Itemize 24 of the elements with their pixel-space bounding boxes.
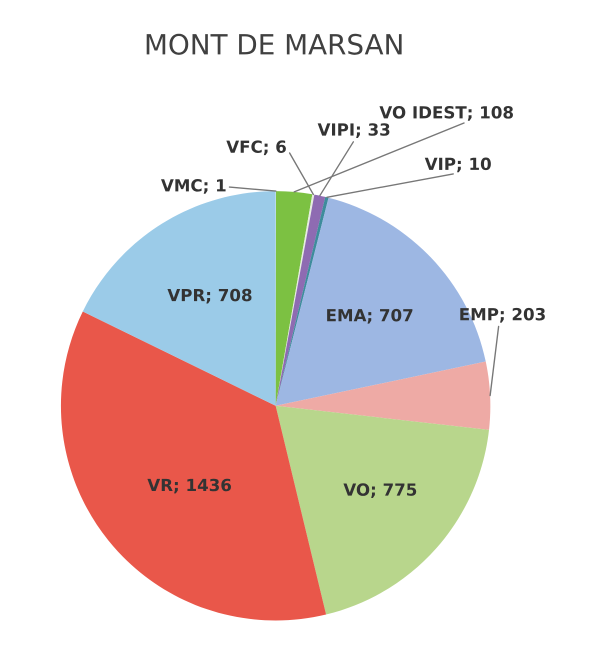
slice-label: VMC bbox=[161, 179, 202, 192]
slice-label: VO IDEST bbox=[379, 106, 467, 119]
pie-slice bbox=[276, 406, 490, 615]
slice-label: VO bbox=[343, 483, 370, 496]
data-label: ; 6 bbox=[264, 140, 286, 156]
slice-label: VPR bbox=[167, 288, 205, 302]
slice-label: EMP bbox=[460, 308, 498, 320]
data-label: ; 1 bbox=[204, 179, 226, 194]
data-label: ; 775 bbox=[371, 483, 416, 498]
data-label: ; 1436 bbox=[174, 478, 231, 494]
pie-slice bbox=[60, 311, 326, 621]
chart-title: MONT DE MARSAN bbox=[146, 34, 402, 55]
data-label: ; 33 bbox=[356, 123, 390, 138]
slice-label: VR bbox=[147, 478, 173, 492]
slice-label: VIP bbox=[424, 158, 456, 170]
data-label: ; 203 bbox=[500, 308, 545, 323]
pie-slice bbox=[276, 362, 490, 430]
slice-label: VFC bbox=[226, 140, 262, 153]
data-label: ; 708 bbox=[206, 288, 252, 304]
data-label: ; 707 bbox=[368, 308, 412, 324]
slice-label: EMA bbox=[327, 309, 366, 322]
slice-label: VIPI bbox=[318, 123, 354, 136]
data-label: ; 108 bbox=[468, 106, 513, 121]
data-label: ; 10 bbox=[457, 158, 491, 172]
